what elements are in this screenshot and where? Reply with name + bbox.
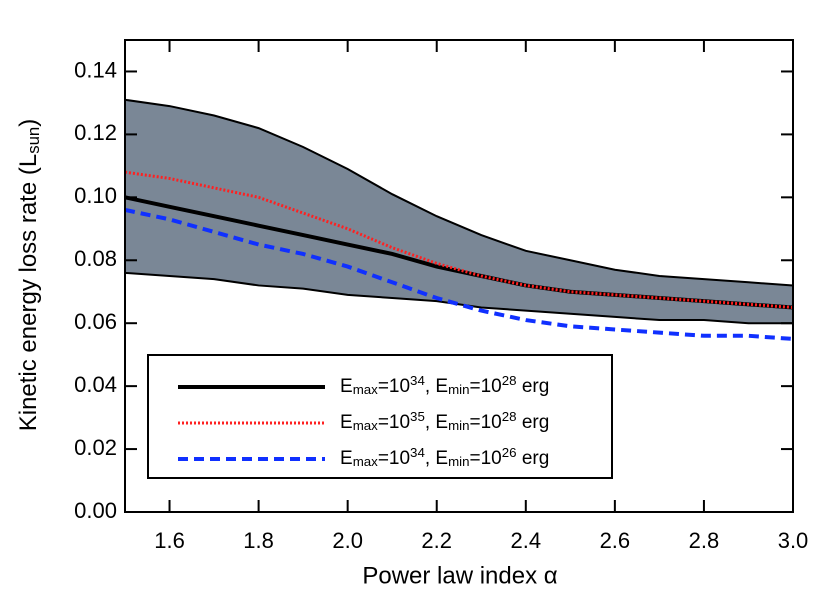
y-axis-label: Kinetic energy loss rate (Lsun) bbox=[15, 119, 42, 432]
band-area bbox=[125, 99, 793, 324]
x-axis-label: Power law index α bbox=[362, 562, 557, 589]
y-tick-label: 0.00 bbox=[74, 498, 117, 523]
series-line bbox=[124, 207, 794, 341]
x-tick-label: 2.2 bbox=[421, 528, 452, 553]
x-tick-label: 2.0 bbox=[332, 528, 363, 553]
y-tick-label: 0.08 bbox=[74, 246, 117, 271]
y-tick-label: 0.04 bbox=[74, 372, 117, 397]
series-line bbox=[124, 170, 794, 309]
x-tick-label: 1.6 bbox=[154, 528, 185, 553]
legend-box bbox=[147, 354, 613, 479]
x-tick-label: 2.8 bbox=[689, 528, 720, 553]
y-tick-label: 0.10 bbox=[74, 183, 117, 208]
plot-frame bbox=[124, 39, 794, 513]
x-tick-label: 2.6 bbox=[600, 528, 631, 553]
legend-label: Emax=1034, Emin=1028 erg bbox=[340, 373, 549, 397]
y-tick-label: 0.02 bbox=[74, 435, 117, 460]
series-line bbox=[124, 195, 794, 310]
x-tick-label: 3.0 bbox=[778, 528, 809, 553]
x-tick-label: 1.8 bbox=[243, 528, 274, 553]
legend-label: Emax=1035, Emin=1028 erg bbox=[340, 409, 549, 433]
band-edge bbox=[124, 98, 794, 287]
legend-label: Emax=1034, Emin=1026 erg bbox=[340, 445, 549, 469]
y-tick-label: 0.06 bbox=[74, 309, 117, 334]
band-edge bbox=[124, 271, 793, 325]
x-tick-label: 2.4 bbox=[511, 528, 542, 553]
y-tick-label: 0.12 bbox=[74, 120, 117, 145]
y-tick-label: 0.14 bbox=[74, 57, 117, 82]
